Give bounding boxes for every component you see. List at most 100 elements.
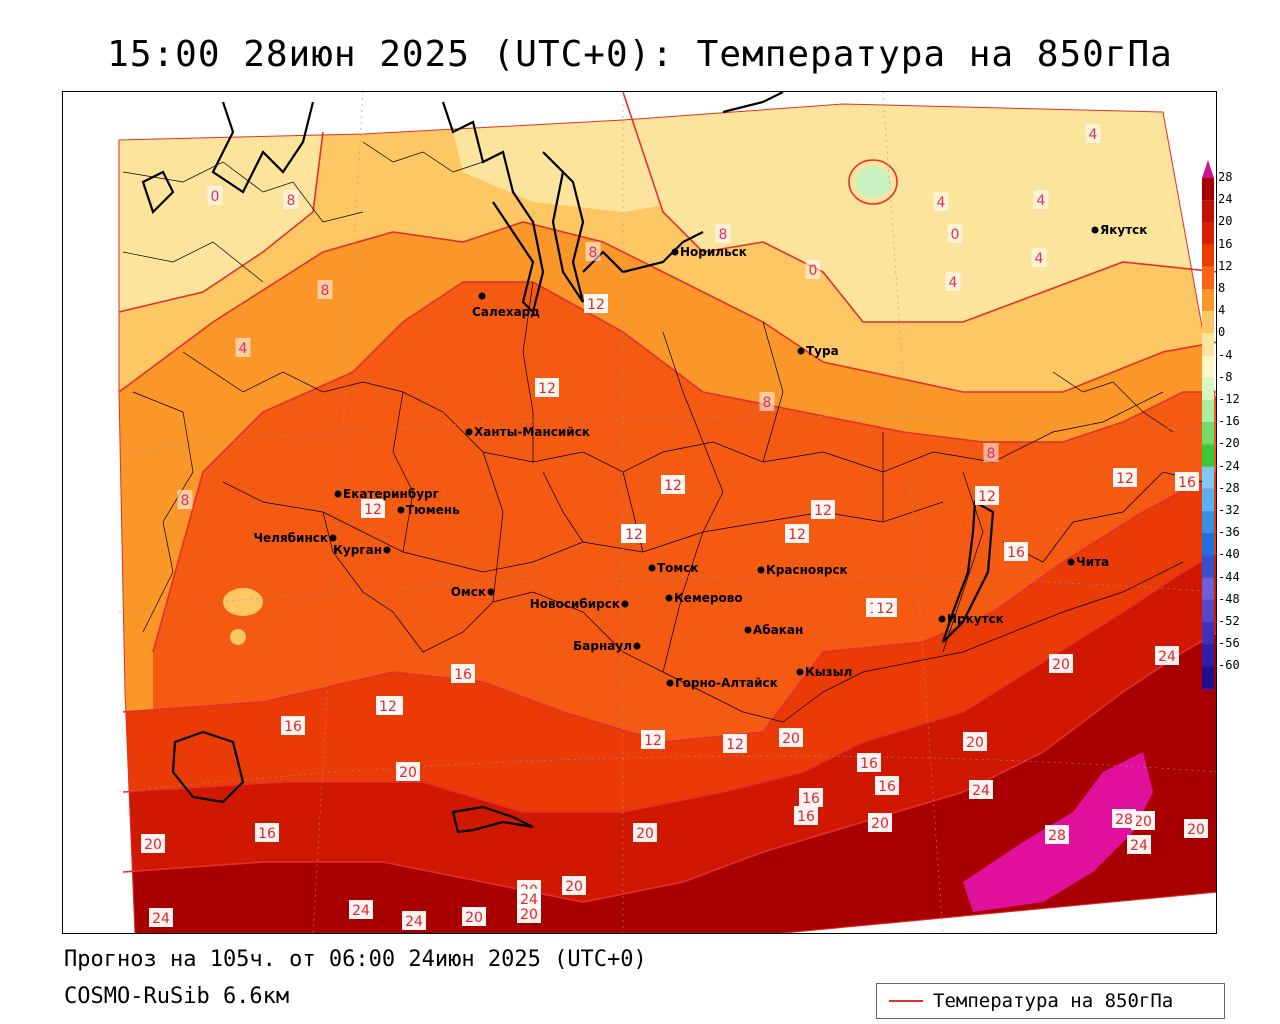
contour-label-box [1049,654,1073,673]
contour-label-box [799,788,823,807]
contour-label: 16 [802,791,820,807]
contour-label-box [1004,542,1028,561]
colorbar-swatch [1202,555,1214,578]
city-marker [383,546,391,554]
contour-label: 16 [878,779,896,795]
contour-label: 0 [809,263,818,279]
contour-label: 8 [181,493,190,509]
city-label: Омск [451,585,486,599]
contour-label-box [779,728,803,747]
contour-label: 12 [538,381,556,397]
city-label: Кызыл [805,665,852,679]
contour-label: 20 [565,879,583,895]
city-marker [648,564,656,572]
contour-label: 20 [636,826,654,842]
city-marker [334,490,342,498]
contour-label: 16 [284,719,302,735]
colorbar-swatch [1202,577,1214,600]
colorbar-swatch [1202,533,1214,556]
contour-label: 0 [211,189,220,205]
contour-label: 8 [589,245,598,261]
colorbar-swatch [1202,289,1214,312]
contour-label-box [641,730,665,749]
temperature-map: 0848400444848121281281281212121612121620… [63,92,1216,933]
contour-label-box [1175,472,1199,491]
city-markers: Норильск Якутск Салехард Тура Ханты-Мансийск… [253,223,1147,690]
contour-label: 4 [949,275,958,291]
contour-label-box [975,486,999,505]
contour-label: 12 [644,733,662,749]
contour-label: 20 [966,735,984,751]
contour-label-box [873,598,897,617]
contour-label: 4 [937,195,946,211]
city-marker [1067,558,1075,566]
city-label: Курган [333,543,382,557]
contour-label-box [207,186,223,205]
city-label: Тура [806,344,839,358]
model-name: COSMO-RuSib 6.6км [64,984,290,1009]
colorbar-tick-label: 28 [1218,170,1233,184]
colorbar-swatch [1202,622,1214,645]
contour-label-box [283,190,299,209]
contour-labels: 0848400444848121281281281212121612121620… [141,124,1208,930]
contour-label-box [462,907,486,926]
contour-label: 20 [520,907,538,923]
contour-label: 24 [152,911,170,927]
colorbar-tick-label: -32 [1218,503,1240,517]
contour-label-box [661,475,685,494]
contour-label-box [517,904,541,923]
contour-label: 4 [239,341,248,357]
colorbar-swatch [1202,311,1214,334]
contour-label: 28 [1115,812,1133,828]
contour-label-box [1031,248,1047,267]
contour-label: 20 [1187,822,1205,838]
contour-label: 20 [1134,814,1152,830]
city-marker [757,566,765,574]
contour-label: 24 [405,914,423,930]
contour-label-box [562,876,586,895]
colorbar-tick-label: -12 [1218,392,1240,406]
city-marker [1091,226,1099,234]
contour-label-box [1085,124,1101,143]
city-marker [329,534,337,542]
colorbar-tick-label: 12 [1218,258,1233,273]
contour-label-box [983,443,999,462]
colorbar-swatch [1202,422,1214,445]
contour-label-box [584,294,608,313]
colorbar-swatch [1202,644,1214,667]
contour-label-box [349,900,373,919]
contour-label-box [723,734,747,753]
colorbar-tick-label: -40 [1218,547,1240,562]
colorbar-swatch [1202,200,1214,223]
contour-label: 20 [871,816,889,832]
contour-label: 4 [1037,193,1046,209]
colorbar-tick-label: -8 [1218,369,1233,384]
legend: Температура на 850гПа [876,983,1225,1019]
contour-label-box [857,753,881,772]
contour-label: 16 [258,826,276,842]
colorbar-swatch [1202,266,1214,289]
city-marker [671,248,679,256]
contour-label: 12 [788,527,806,543]
colorbar-swatch [1202,666,1214,689]
contour-label-box [149,908,173,927]
colorbar-swatch [1202,400,1214,423]
contour-label-box [963,732,987,751]
contour-label: 24 [352,903,370,919]
contour-label-box [451,664,475,683]
city-label: Барнаул [573,639,632,653]
colorbar-tick-label: 16 [1218,236,1233,251]
city-label: Тюмень [406,503,460,517]
contour-label-box [805,260,821,279]
contour-label-box [1131,811,1155,830]
colorbar-min-arrow [1202,688,1214,690]
city-marker [621,600,629,608]
contour-label-box [715,224,731,243]
contour-label-box [945,272,961,291]
city-label: Салехард [472,305,540,319]
colorbar-tick-label: -56 [1218,636,1240,651]
colorbar-tick-label: -24 [1218,458,1240,473]
contour-label-box [535,378,559,397]
map-area[interactable]: 0848400444848121281281281212121612121620… [62,91,1217,934]
contour-label-box [875,776,899,795]
